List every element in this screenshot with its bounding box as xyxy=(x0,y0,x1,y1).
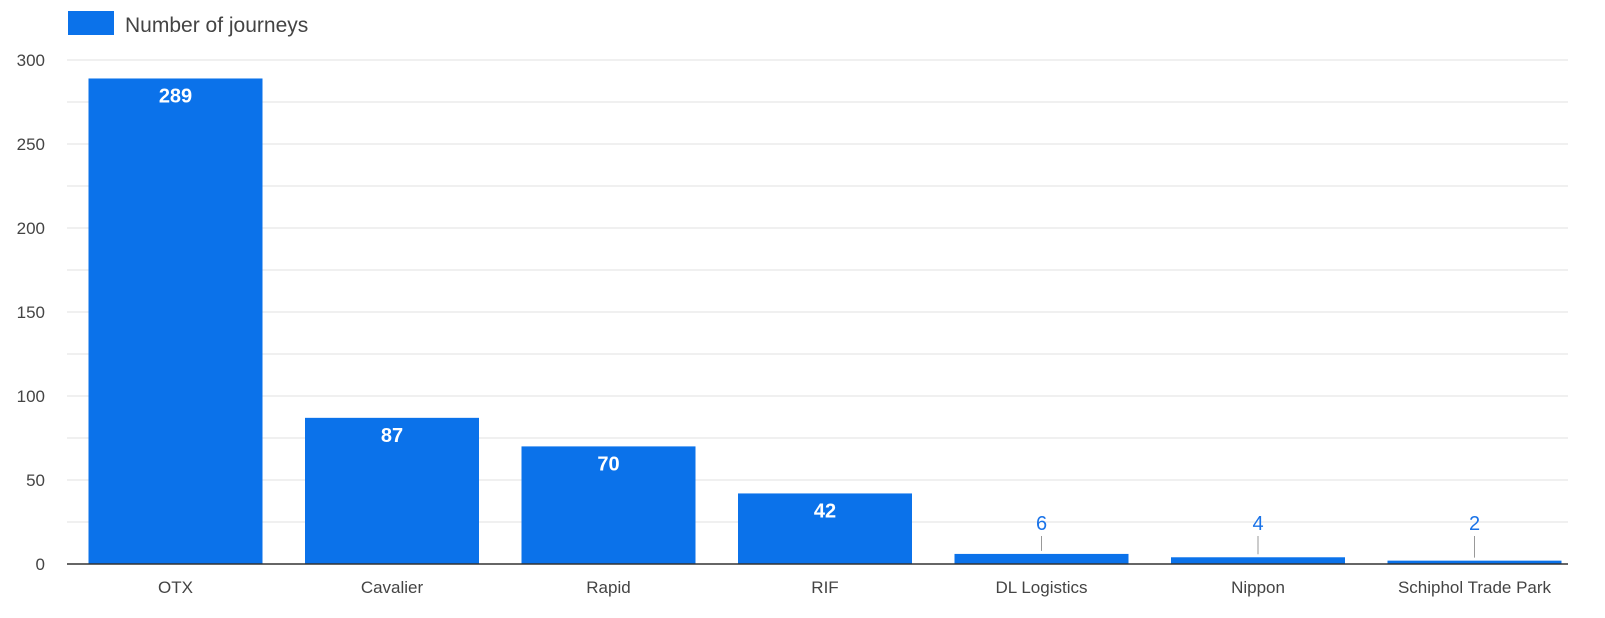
y-axis-ticks: 0 50 100 150 200 250 300 xyxy=(17,51,45,574)
legend-swatch xyxy=(68,11,114,35)
x-category-label: OTX xyxy=(158,578,193,597)
x-category-label: DL Logistics xyxy=(996,578,1088,597)
bar xyxy=(954,553,1129,564)
x-category-label: Schiphol Trade Park xyxy=(1398,578,1552,597)
bars xyxy=(88,78,1562,564)
y-tick-label: 300 xyxy=(17,51,45,70)
x-category-label: Rapid xyxy=(586,578,630,597)
x-category-label: Cavalier xyxy=(361,578,424,597)
data-label: 289 xyxy=(159,85,192,107)
bar xyxy=(738,493,912,564)
y-tick-label: 100 xyxy=(17,387,45,406)
data-label: 70 xyxy=(597,453,619,475)
y-tick-label: 150 xyxy=(17,303,45,322)
y-tick-label: 250 xyxy=(17,135,45,154)
bar xyxy=(88,78,263,564)
data-label: 4 xyxy=(1252,513,1263,535)
y-tick-label: 50 xyxy=(26,471,45,490)
data-label: 42 xyxy=(814,500,836,522)
bar xyxy=(521,446,696,564)
y-tick-label: 200 xyxy=(17,219,45,238)
data-label: 6 xyxy=(1036,513,1047,535)
y-tick-label: 0 xyxy=(36,555,45,574)
legend-label: Number of journeys xyxy=(125,14,308,37)
x-category-label: Nippon xyxy=(1231,578,1285,597)
data-label: 87 xyxy=(381,425,403,447)
x-axis-categories: OTX Cavalier Rapid RIF DL Logistics Nippon Sch… xyxy=(158,578,1552,597)
bar xyxy=(305,417,479,564)
bar xyxy=(1171,557,1345,564)
data-label: 2 xyxy=(1469,513,1480,535)
x-category-label: RIF xyxy=(811,578,838,597)
bar xyxy=(1387,560,1562,564)
legend: Number of journeys xyxy=(68,11,308,37)
gridlines xyxy=(67,59,1568,523)
